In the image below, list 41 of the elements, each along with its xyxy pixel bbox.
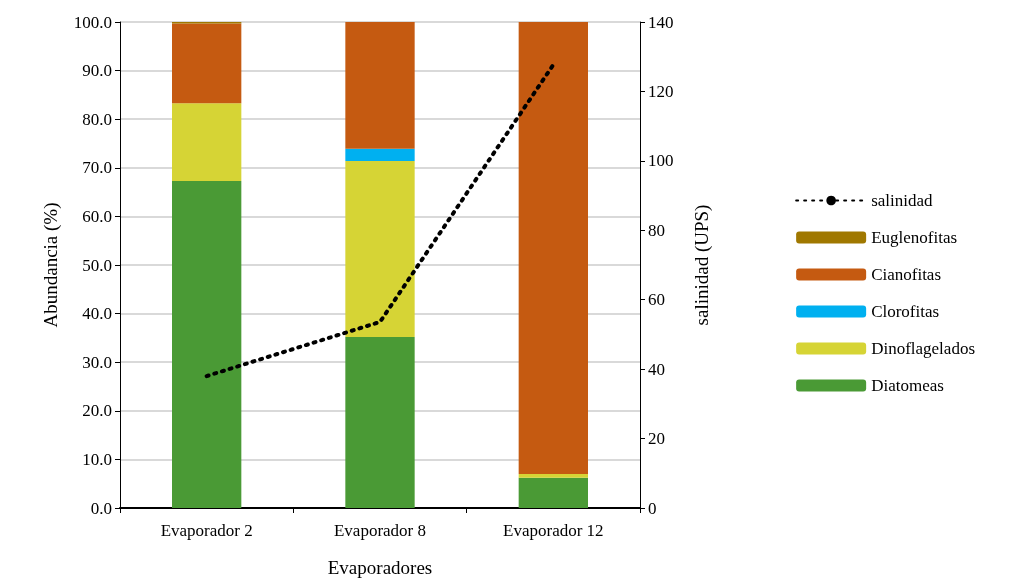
- legend-label: Cianofitas: [871, 265, 942, 284]
- x-axis-title: Evaporadores: [327, 557, 433, 578]
- y-tick-label: 10.0: [82, 449, 112, 469]
- y2-tick-label: 140: [648, 12, 674, 32]
- y-tick-label: 100.0: [73, 12, 112, 32]
- bar: [172, 180, 242, 508]
- y-tick-label: 70.0: [82, 158, 112, 178]
- y-tick-label: 50.0: [82, 255, 112, 275]
- bar: [172, 23, 242, 104]
- y2-tick-label: 60: [648, 290, 665, 310]
- bar: [345, 148, 415, 161]
- y2-tick-label: 0: [648, 498, 657, 518]
- y-tick-label: 90.0: [82, 61, 112, 81]
- bar: [345, 336, 415, 508]
- legend-label: Dinoflagelados: [871, 339, 975, 358]
- bar: [518, 473, 588, 478]
- y-tick-label: 60.0: [82, 206, 112, 226]
- y-tick-label: 0.0: [90, 498, 112, 518]
- legend-label: Clorofitas: [871, 302, 940, 321]
- y2-tick-label: 40: [648, 359, 665, 379]
- y2-tick-label: 80: [648, 220, 665, 240]
- y-tick-label: 20.0: [82, 401, 112, 421]
- y-tick-label: 80.0: [82, 109, 112, 129]
- bar: [172, 103, 242, 181]
- x-tick-label: Evaporador 12: [503, 521, 604, 540]
- y2-tick-label: 20: [648, 429, 665, 449]
- bar: [518, 22, 588, 474]
- y-tick-label: 40.0: [82, 304, 112, 324]
- y2-axis-title: salinidad (UPS): [691, 204, 713, 326]
- y-axis-title: Abundancia (%): [40, 202, 62, 328]
- x-tick-label: Evaporador 2: [160, 521, 253, 540]
- y2-tick-label: 120: [648, 81, 674, 101]
- bar: [345, 22, 415, 149]
- bar: [345, 161, 415, 337]
- x-tick-label: Evaporador 8: [333, 521, 427, 540]
- y-tick-label: 30.0: [82, 352, 112, 372]
- bar: [518, 477, 588, 508]
- legend-label: salinidad: [871, 191, 934, 210]
- y2-tick-label: 100: [648, 151, 674, 171]
- legend-label: Diatomeas: [871, 376, 944, 395]
- legend-label: Euglenofitas: [871, 228, 958, 247]
